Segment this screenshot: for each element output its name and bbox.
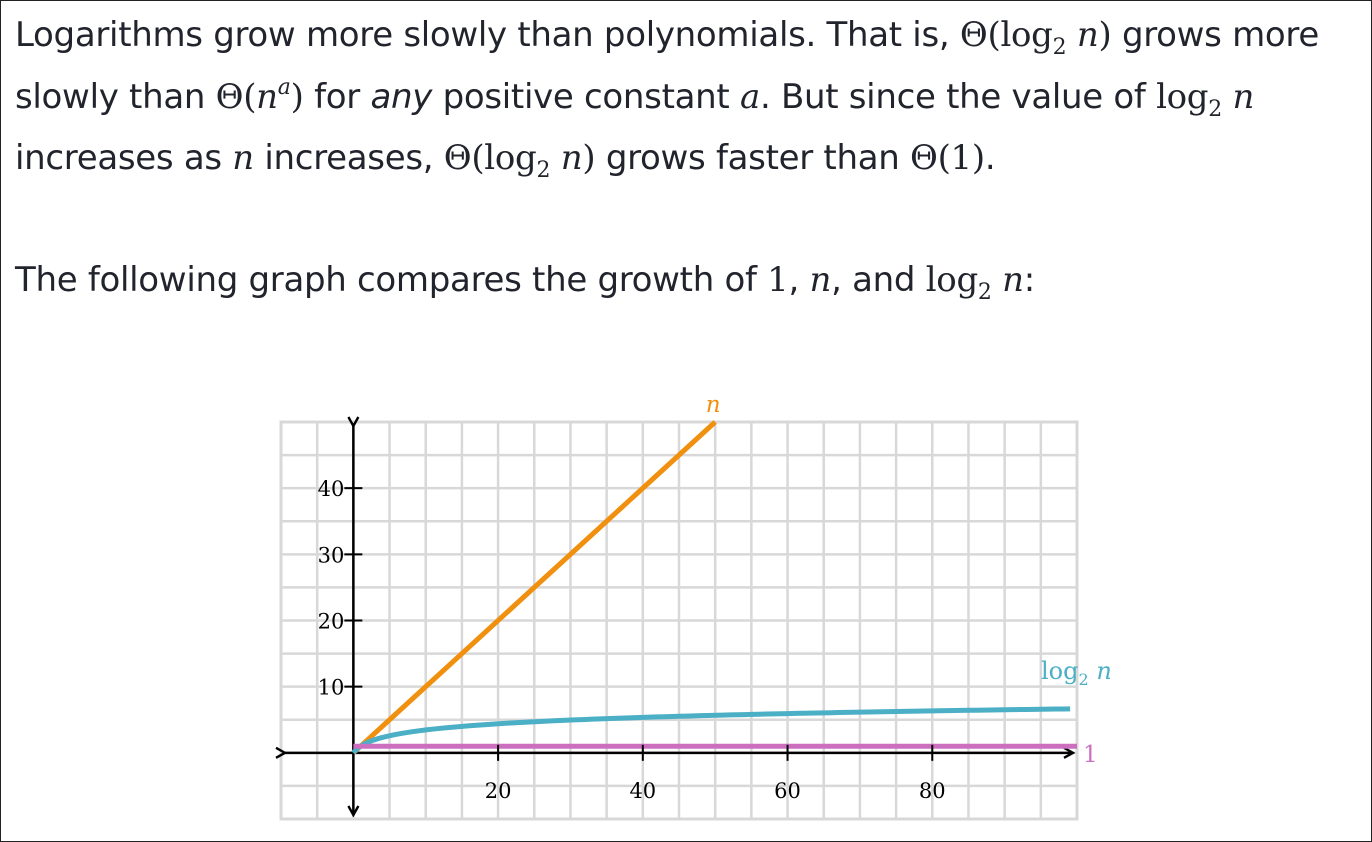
math-n: n [232, 138, 254, 178]
series-label-log2n: log2 n [1041, 657, 1111, 689]
growth-chart: 20 40 60 80 10 20 30 40 n log2 n 1 [271, 392, 1111, 821]
math-one: 1 [767, 260, 789, 300]
math-theta-n-a: Θ(na) [215, 75, 304, 118]
text-span: The following graph compares the growth … [15, 260, 768, 300]
math-theta-log-n: Θ(log2 n) [959, 15, 1112, 60]
text-span: increases as [15, 138, 233, 178]
text-span: grows more [1111, 15, 1319, 55]
math-n: n [809, 260, 832, 300]
x-tick-label: 40 [629, 779, 656, 803]
chart-ticks: 20 40 60 80 10 20 30 40 [318, 477, 946, 803]
x-tick-label: 60 [774, 779, 801, 803]
series-line-n [351, 420, 717, 755]
chart-grid [279, 420, 1079, 821]
text-span: increases, [253, 138, 444, 178]
series-label-n: n [706, 392, 721, 418]
y-tick-label: 10 [318, 676, 345, 700]
x-tick-label: 20 [485, 779, 512, 803]
paragraph-2: The following graph compares the growth … [15, 260, 1035, 305]
chart-curves [351, 420, 1077, 755]
text-span: . But since the value of [759, 77, 1157, 117]
math-log-n: log2 n [925, 260, 1024, 305]
paragraph-line-2: slowly than Θ(na) for any positive const… [15, 75, 1255, 122]
y-tick-label: 30 [318, 543, 345, 567]
text-span: , and [831, 260, 926, 300]
text-span: , [788, 260, 810, 300]
y-tick-label: 40 [318, 477, 345, 501]
text-span: : [1023, 260, 1035, 300]
chart-labels: n log2 n 1 [706, 392, 1111, 768]
math-a: a [739, 77, 760, 117]
paragraph-line-3: increases as n increases, Θ(log2 n) grow… [15, 138, 996, 183]
paragraph-line-1: Logarithms grow more slowly than polynom… [15, 15, 1319, 60]
text-span: positive constant [432, 77, 740, 117]
emphasis-any: any [370, 77, 433, 117]
text-span: Logarithms grow more slowly than polynom… [15, 15, 960, 55]
text-span: for [303, 77, 371, 117]
text-span: slowly than [15, 77, 216, 117]
math-log-n: log2 n [1156, 77, 1255, 122]
math-theta-1: Θ(1) [910, 138, 985, 178]
x-tick-label: 80 [919, 779, 946, 803]
series-label-1: 1 [1083, 742, 1098, 768]
text-span: grows faster than [595, 138, 910, 178]
text-span: . [984, 138, 996, 178]
y-tick-label: 20 [318, 610, 345, 634]
series-line-log2n [351, 706, 1071, 755]
math-theta-log-n: Θ(log2 n) [443, 138, 596, 183]
